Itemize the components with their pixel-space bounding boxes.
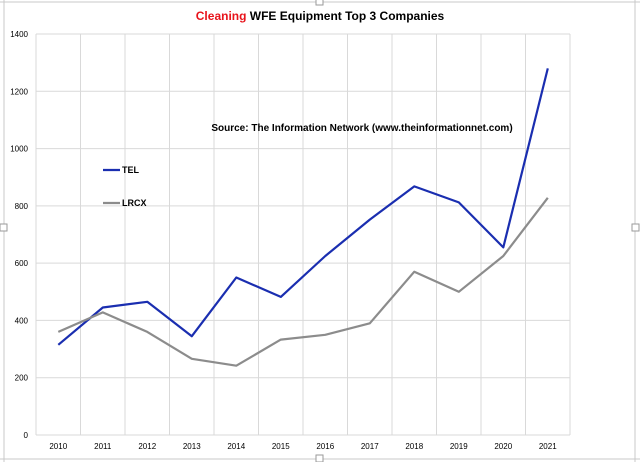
x-tick-label: 2021 [539,442,557,451]
legend: TEL LRCX [103,165,147,208]
y-tick-label: 600 [15,259,29,268]
x-tick-label: 2018 [405,442,423,451]
source-annotation: Source: The Information Network (www.the… [211,123,512,134]
title-rest: WFE Equipment Top 3 Companies [246,9,444,23]
chart-title: Cleaning WFE Equipment Top 3 Companies [196,9,445,23]
x-tick-label: 2014 [227,442,245,451]
series-line-lrcx [57,197,549,367]
resize-handle-top[interactable] [315,0,324,6]
x-tick-label: 2019 [450,442,468,451]
axis-layer: 0 200 400 600 800 1000 1200 1400 2010 2011 2012 201… [10,30,557,451]
legend-label-tel: TEL [122,165,140,175]
resize-handle-right[interactable] [631,223,640,232]
legend-label-lrcx: LRCX [122,198,147,208]
y-tick-label: 1200 [10,87,28,96]
x-tick-label: 2020 [494,442,512,451]
x-tick-label: 2012 [138,442,156,451]
resize-handle-left[interactable] [0,223,8,232]
title-highlight: Cleaning [196,9,247,23]
y-tick-label: 200 [15,374,29,383]
x-tick-label: 2015 [272,442,290,451]
y-tick-label: 1400 [10,30,28,39]
y-tick-label: 0 [24,431,29,440]
x-tick-label: 2010 [49,442,67,451]
resize-handle-bottom[interactable] [315,454,324,462]
x-tick-label: 2011 [94,442,112,451]
series-layer [57,68,549,367]
series-line-tel [57,68,549,346]
x-tick-label: 2016 [316,442,334,451]
y-tick-label: 1000 [10,145,28,154]
y-tick-label: 400 [15,316,29,325]
x-tick-label: 2017 [361,442,379,451]
y-tick-label: 800 [15,202,29,211]
x-tick-label: 2013 [183,442,201,451]
grid-layer [35,33,571,436]
